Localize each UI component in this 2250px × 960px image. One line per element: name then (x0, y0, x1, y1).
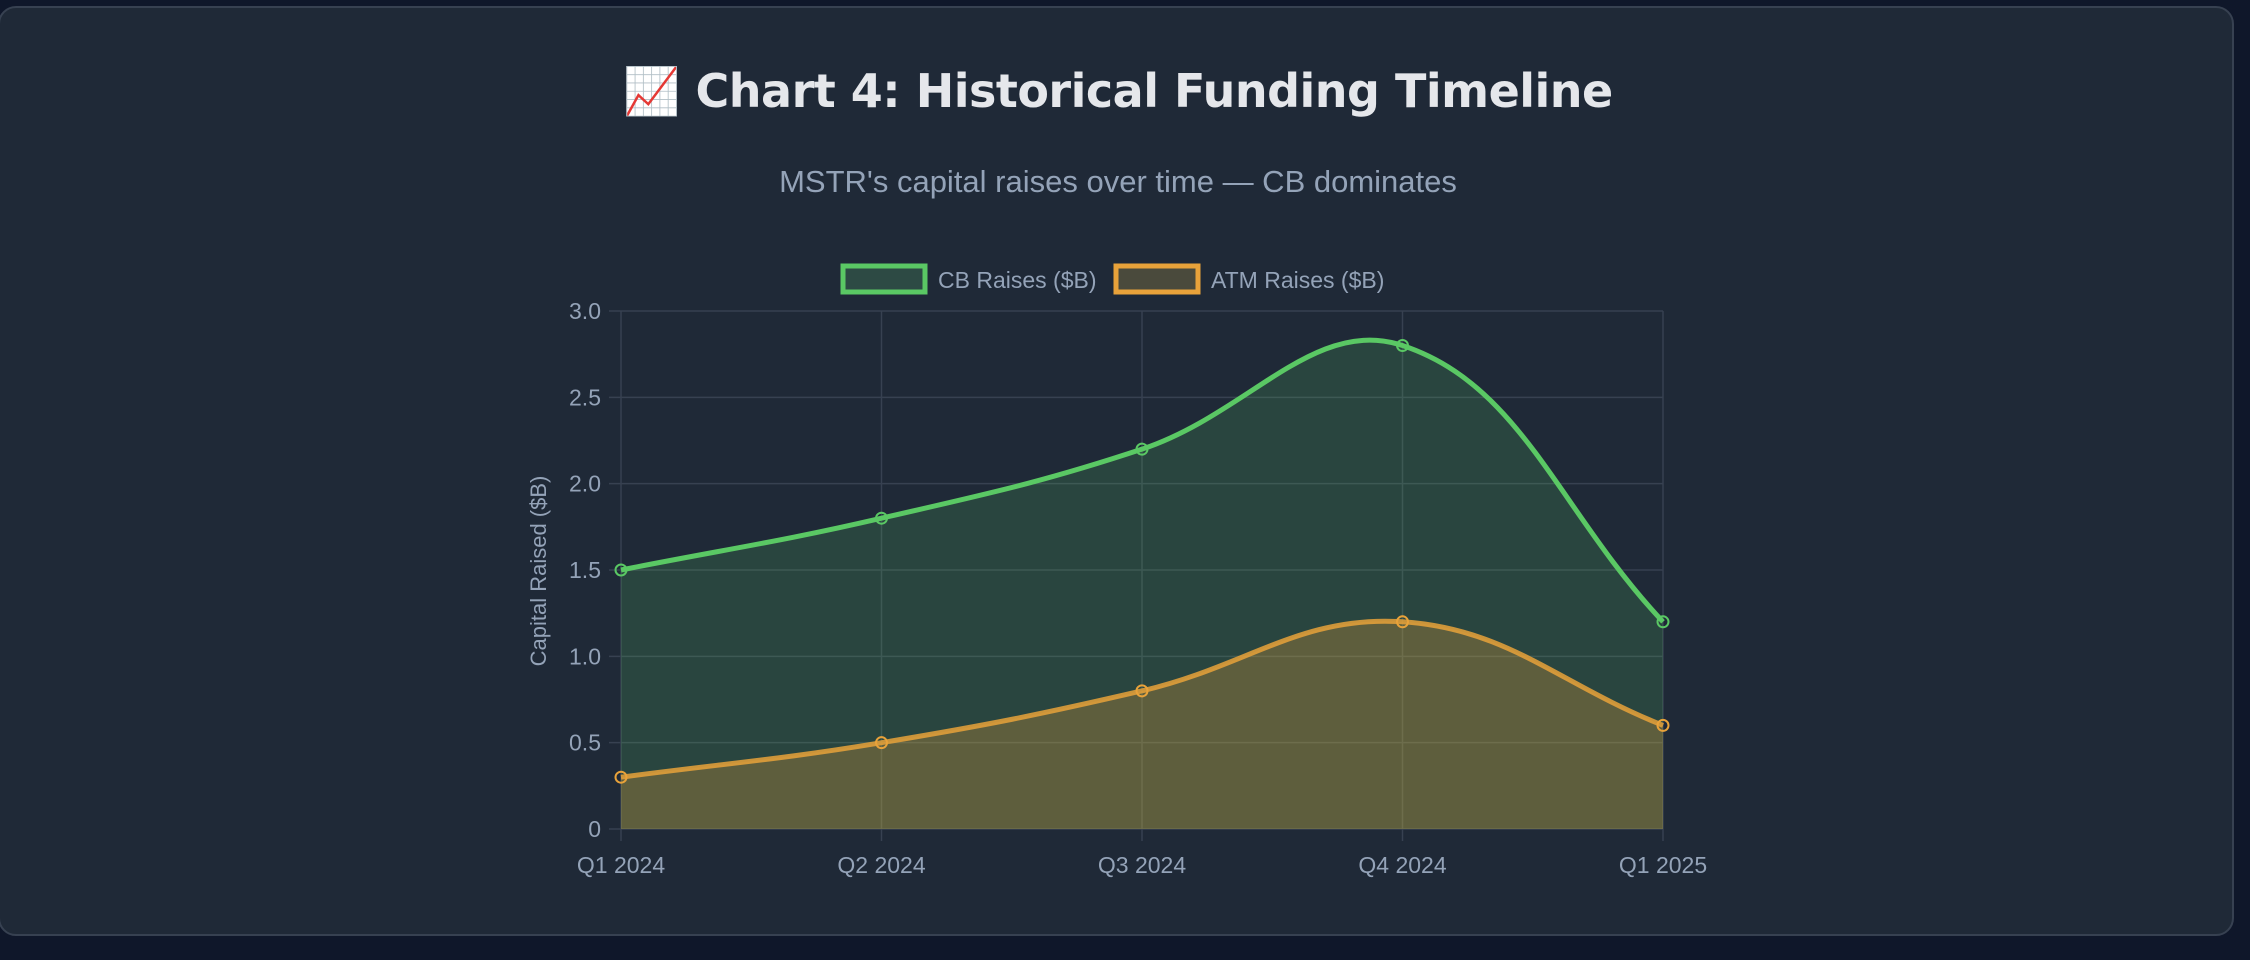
x-tick-label: Q3 2024 (1098, 852, 1186, 878)
y-tick-label: 0 (588, 816, 601, 842)
data-point (1396, 339, 1409, 353)
y-tick-label: 0.5 (569, 730, 601, 756)
area-fill-0 (621, 340, 1663, 829)
legend-swatch (1113, 263, 1201, 295)
chart-subtitle: MSTR's capital raises over time — CB dom… (779, 164, 1457, 199)
chart-card: 📈 Chart 4: Historical Funding Timeline M… (0, 6, 2234, 936)
legend-label: ATM Raises ($B) (1211, 267, 1384, 293)
area-fills (621, 340, 1663, 829)
legend: CB Raises ($B) ATM Raises ($B) (840, 263, 1384, 295)
series-line-0 (620, 337, 1665, 624)
data-point (614, 770, 628, 784)
data-point (1135, 684, 1149, 698)
data-point (1396, 615, 1409, 629)
y-tick-label: 2.0 (569, 471, 601, 497)
data-point (614, 563, 628, 577)
area-fill-1 (621, 621, 1663, 829)
series-lines (620, 337, 1665, 780)
x-tick-label: Q4 2024 (1358, 852, 1446, 878)
series-line-1 (620, 618, 1664, 780)
y-tick-label: 1.5 (569, 557, 601, 583)
y-tick-label: 1.0 (569, 643, 601, 669)
legend-swatch (840, 263, 928, 295)
x-tick-label: Q1 2024 (577, 852, 665, 878)
data-point (875, 736, 888, 750)
y-axis-title: Capital Raised ($B) (526, 476, 551, 667)
data-point (875, 511, 888, 525)
y-tick-label: 2.5 (569, 384, 601, 410)
legend-item-1[interactable]: ATM Raises ($B) (1113, 263, 1384, 295)
data-point (1135, 442, 1149, 456)
x-tick-label: Q2 2024 (837, 852, 925, 878)
x-tick-label: Q1 2025 (1619, 852, 1707, 878)
legend-item-0[interactable]: CB Raises ($B) (840, 263, 1096, 295)
data-point (1656, 718, 1670, 732)
axes: 0 0.5 1.0 1.5 2.0 2.5 3.0 Q1 2024 Q2 2024 Q3 2024… (569, 298, 1707, 878)
chart-title: 📈 Chart 4: Historical Funding Timeline (623, 64, 1613, 118)
data-points (614, 339, 1670, 784)
data-point (1656, 615, 1670, 629)
y-tick-label: 3.0 (569, 298, 601, 324)
legend-label: CB Raises ($B) (938, 267, 1096, 293)
